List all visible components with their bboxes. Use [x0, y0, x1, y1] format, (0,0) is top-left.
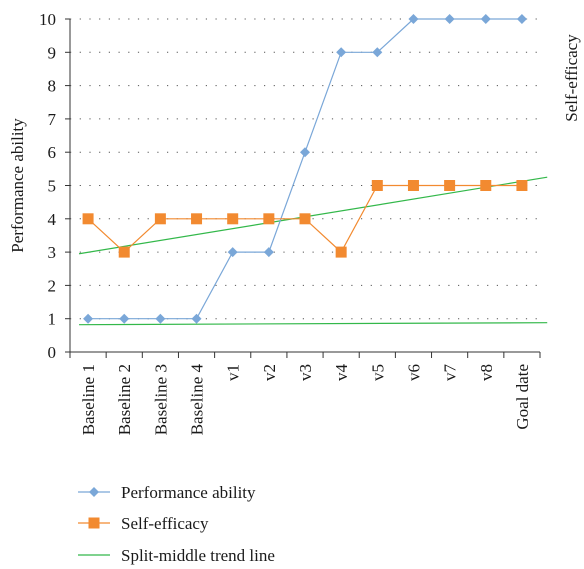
legend-label: Performance ability [121, 483, 256, 502]
series-line [88, 18, 522, 320]
legend-marker [89, 487, 99, 497]
data-point [516, 180, 528, 191]
x-tick-label: v4 [332, 364, 351, 382]
trend-line [79, 322, 548, 326]
x-tick-label: v7 [441, 364, 460, 382]
x-tick-label: Baseline 4 [188, 364, 207, 436]
y-axis-label-right: Self-efficacy [562, 34, 581, 122]
y-tick-label: 5 [48, 177, 57, 196]
y-axis-label: Performance ability [8, 118, 27, 253]
y-tick-label: 1 [48, 310, 57, 329]
data-point [480, 180, 492, 191]
x-tick-label: v8 [477, 364, 496, 381]
x-tick-label: v3 [296, 364, 315, 381]
data-point [407, 180, 419, 191]
grid [70, 18, 540, 320]
x-tick-label: v5 [368, 364, 387, 381]
data-point [408, 14, 419, 24]
data-point [191, 313, 202, 324]
y-tick-label: 6 [48, 143, 57, 162]
data-point [263, 213, 275, 225]
data-point [335, 246, 347, 258]
data-point [336, 47, 347, 58]
data-point [371, 180, 383, 191]
data-point [119, 313, 130, 324]
y-tick-label: 10 [39, 10, 56, 29]
y-tick-label: 4 [48, 210, 57, 229]
y-tick-label: 7 [48, 110, 57, 129]
x-tick-label: v6 [404, 364, 423, 381]
data-point [444, 14, 455, 24]
x-ticks: Baseline 1 Baseline 2 Baseline 3 Baseline 4… [69, 352, 541, 436]
y-tick-label: 8 [48, 77, 57, 96]
data-point [480, 14, 491, 24]
data-point [444, 180, 456, 191]
data-point [372, 47, 383, 58]
y-tick-label: 2 [48, 276, 57, 295]
data-point [154, 213, 166, 225]
x-tick-label: Goal date [513, 364, 532, 430]
y-tick-label: 9 [48, 43, 57, 62]
series-group [82, 14, 528, 324]
data-point [299, 213, 311, 225]
trend-line [78, 176, 548, 255]
x-tick-label: v2 [260, 364, 279, 381]
y-ticks: 0 1 2 3 4 5 6 7 8 9 10 [39, 10, 70, 362]
y-tick-label: 0 [48, 343, 57, 362]
data-point [300, 147, 310, 158]
legend-label: Self-efficacy [121, 514, 209, 533]
data-point [227, 247, 238, 258]
x-tick-label: Baseline 1 [79, 364, 98, 435]
data-point [155, 313, 166, 324]
x-tick-label: Baseline 3 [151, 364, 170, 435]
data-point [83, 313, 94, 324]
data-point [263, 247, 274, 258]
legend-label: Split-middle trend line [121, 546, 275, 565]
data-point [118, 246, 130, 258]
x-tick-label: v1 [224, 364, 243, 381]
trend-lines [78, 176, 548, 326]
data-point [516, 14, 527, 24]
data-point [191, 213, 203, 225]
x-tick-label: Baseline 2 [115, 364, 134, 435]
data-point [227, 213, 239, 225]
legend-marker [88, 517, 100, 529]
y-tick-label: 3 [48, 243, 57, 262]
data-point [82, 213, 94, 225]
legend: Performance ability Self-efficacy Split-mi… [78, 483, 275, 565]
